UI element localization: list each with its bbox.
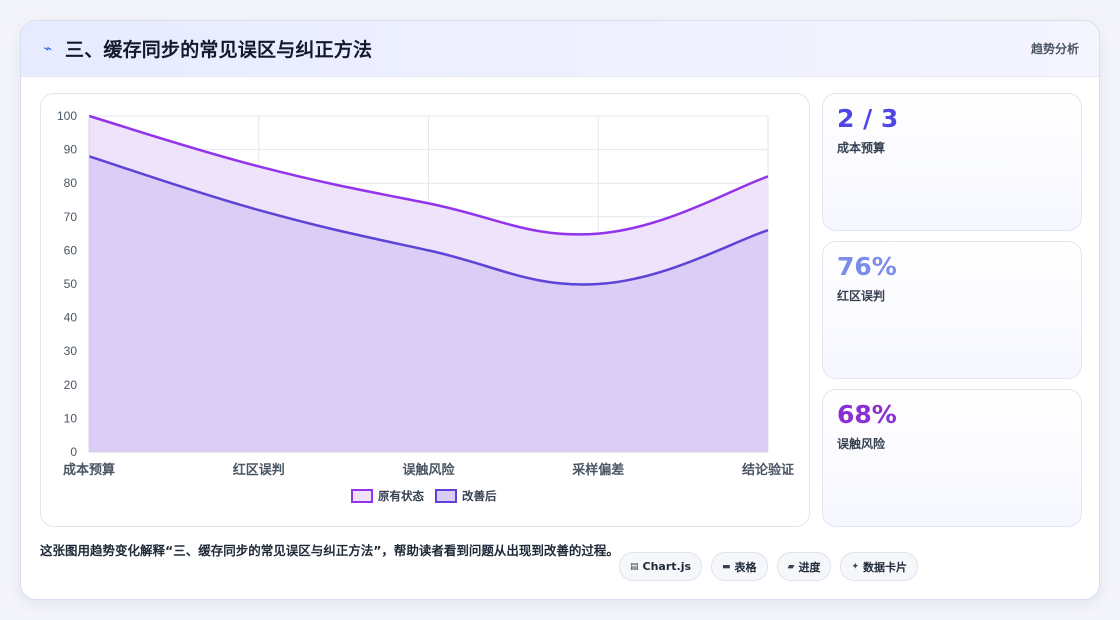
y-tick-label: 100	[57, 109, 77, 123]
legend-swatch	[435, 489, 457, 503]
y-tick-label: 70	[64, 210, 78, 224]
page-title: 三、缓存同步的常见误区与纠正方法	[65, 39, 373, 61]
y-tick-label: 80	[64, 176, 78, 190]
tag-table[interactable]: ▬ 表格	[711, 552, 768, 581]
chart-icon: ▤	[630, 561, 639, 572]
tag-label: 进度	[798, 560, 821, 574]
tag-label: 数据卡片	[863, 560, 908, 574]
stat-value: 68%	[837, 400, 897, 429]
progress-icon: ▰	[787, 561, 795, 572]
chart-panel: 0 10 20 30 40 50 60 70 80 90 100 成本预算 红区误判 误触风险 采样偏差 结论…	[40, 93, 810, 527]
report-card: ⌁ 三、缓存同步的常见误区与纠正方法 趋势分析 0 10 20 30 40 50 60 70 8…	[20, 20, 1100, 600]
tag-label: 表格	[734, 560, 757, 574]
series-line-0	[88, 114, 769, 236]
y-tick-label: 50	[64, 277, 78, 291]
stat-card-budget: 2 / 3 成本预算	[822, 93, 1082, 231]
x-tick-label: 采样偏差	[571, 462, 624, 478]
sparkle-icon: ✦	[851, 561, 860, 572]
title-group: ⌁ 三、缓存同步的常见误区与纠正方法	[41, 35, 372, 62]
stat-value: 2 / 3	[837, 104, 899, 133]
y-tick-label: 60	[64, 243, 78, 257]
area-chart: 0 10 20 30 40 50 60 70 80 90 100 成本预算 红区误判 误触风险 采样偏差 结论…	[57, 109, 794, 503]
legend-label: 改善后	[462, 489, 497, 503]
card-header: ⌁ 三、缓存同步的常见误区与纠正方法 趋势分析	[21, 21, 1099, 77]
stat-label: 成本预算	[837, 141, 886, 155]
x-tick-label: 成本预算	[63, 462, 115, 478]
x-tick-label: 红区误判	[233, 462, 285, 478]
x-tick-label: 误触风险	[402, 462, 455, 478]
series-area-1	[89, 156, 768, 452]
stat-label: 红区误判	[837, 289, 886, 303]
y-tick-label: 30	[64, 344, 78, 358]
y-tick-label: 90	[64, 143, 78, 157]
x-tick-label: 结论验证	[742, 462, 794, 478]
series-line-1	[88, 155, 769, 286]
y-tick-label: 0	[70, 445, 77, 459]
stat-card-misjudge: 76% 红区误判	[822, 241, 1082, 379]
tag-data-card[interactable]: ✦ 数据卡片	[840, 552, 919, 581]
trend-analysis-tag: 趋势分析	[1030, 42, 1079, 56]
stat-card-risk: 68% 误触风险	[822, 389, 1082, 527]
chart-description: 这张图用趋势变化解释“三、缓存同步的常见误区与纠正方法”，帮助读者看到问题从出现…	[40, 543, 619, 558]
table-icon: ▬	[722, 561, 731, 572]
y-tick-label: 40	[64, 311, 78, 325]
stat-value: 76%	[837, 252, 897, 281]
tag-chartjs[interactable]: ▤ Chart.js	[619, 552, 703, 581]
tag-progress[interactable]: ▰ 进度	[776, 552, 832, 581]
lightning-icon: ⌁	[43, 40, 53, 57]
y-tick-label: 20	[64, 378, 78, 392]
tag-list: ▤ Chart.js ▬ 表格 ▰ 进度 ✦ 数据卡片	[619, 552, 919, 581]
legend-swatch	[351, 489, 373, 503]
stat-label: 误触风险	[837, 437, 886, 451]
y-tick-label: 10	[64, 411, 78, 425]
tag-label: Chart.js	[642, 560, 692, 573]
legend-label: 原有状态	[378, 489, 424, 503]
